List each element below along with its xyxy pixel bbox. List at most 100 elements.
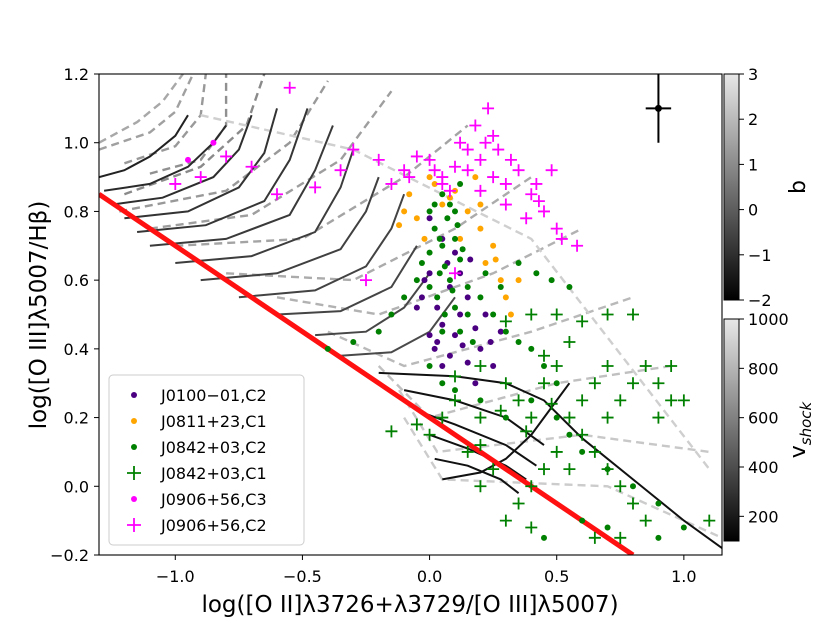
data-point [502, 328, 509, 335]
data-point [436, 270, 443, 277]
y-axis-label: log([O III]λ5007/Hβ) [26, 201, 52, 430]
colorbar-tick-label: −2 [748, 291, 772, 310]
data-point [550, 445, 563, 458]
data-point [401, 294, 408, 301]
data-point [566, 431, 573, 438]
model-solid-curve [137, 108, 309, 233]
model-solid-curve [200, 176, 380, 282]
data-point [439, 363, 446, 370]
data-point [434, 338, 441, 345]
data-point [550, 360, 563, 373]
data-point [423, 428, 436, 441]
data-point [474, 411, 487, 424]
data-point [474, 360, 487, 373]
data-point [492, 256, 499, 263]
data-point [413, 215, 420, 222]
data-point [563, 463, 576, 476]
legend-label: J0842+03,C2 [160, 438, 267, 457]
colorbar-0: −2 −1 0 1 2 3 b [723, 65, 811, 310]
data-point [680, 524, 687, 531]
y-axis-ticks: −0.2 0.0 0.2 0.4 0.6 0.8 1.0 1.2 [50, 65, 99, 565]
legend-marker [131, 496, 137, 502]
colorbar-tick-label: 2 [748, 110, 758, 129]
model-solid-curve [315, 272, 431, 337]
data-point [194, 171, 207, 184]
data-point [452, 249, 458, 256]
data-point [601, 411, 614, 424]
data-point [604, 524, 611, 531]
data-point [487, 129, 500, 142]
data-point [474, 153, 487, 166]
legend-marker [131, 418, 137, 424]
data-point [461, 164, 474, 177]
data-point [652, 411, 665, 424]
data-point [446, 194, 453, 201]
model-solid-curve [378, 371, 722, 549]
data-point [548, 277, 555, 284]
data-point [545, 164, 558, 177]
y-tick-label: 0.2 [64, 409, 89, 428]
data-point [525, 480, 538, 493]
data-point [502, 414, 509, 421]
data-point [538, 205, 550, 218]
data-point [499, 315, 512, 328]
data-point [576, 428, 589, 441]
model-grid [99, 74, 722, 549]
data-point [436, 177, 449, 190]
data-point [499, 377, 512, 390]
legend-label: J0906+56,C2 [160, 516, 267, 535]
model-dashed-curve [124, 74, 207, 165]
data-point [528, 397, 535, 404]
data-point [439, 242, 446, 249]
model-dashed-curve [226, 176, 532, 282]
model-solid-curve [149, 125, 334, 247]
x-tick-label: 1.0 [671, 567, 696, 586]
data-point [459, 246, 466, 253]
data-point [538, 349, 550, 362]
data-point [452, 235, 458, 242]
data-point [449, 287, 456, 294]
data-point [545, 397, 558, 410]
data-point [388, 311, 395, 318]
model-dashed-curve [149, 74, 228, 175]
data-point [601, 463, 614, 476]
data-point [576, 315, 589, 328]
data-point [533, 270, 540, 277]
model-solid-curve [276, 245, 418, 316]
data-point [563, 411, 576, 424]
data-point [441, 263, 448, 270]
data-point [469, 119, 482, 132]
colorbar-label: b [786, 180, 811, 194]
y-tick-label: 1.2 [64, 65, 89, 84]
legend-box [108, 374, 305, 546]
model-solid-curve [175, 149, 355, 264]
data-point [652, 377, 665, 390]
data-point [512, 394, 525, 407]
plot-frame [98, 73, 723, 556]
data-point [525, 521, 538, 534]
series-2 [324, 180, 687, 541]
legend-entry: J0842+03,C2 [131, 438, 267, 457]
model-solid-curve [99, 114, 189, 179]
data-point [497, 328, 504, 335]
legend-entry: J0842+03,C1 [127, 464, 267, 483]
error-bar-point [654, 104, 662, 112]
reference-line [99, 192, 635, 555]
data-point [639, 514, 652, 527]
colorbar-strip [723, 73, 740, 301]
model-dashed-curve [175, 124, 469, 247]
data-point [464, 294, 471, 301]
data-point [426, 215, 433, 222]
data-point [492, 143, 505, 156]
data-point [403, 171, 416, 184]
data-point [677, 394, 690, 407]
y-tick-label: 0.0 [64, 477, 89, 496]
data-point [579, 448, 586, 455]
data-point [459, 342, 466, 349]
data-point [512, 497, 525, 510]
y-tick-label: 0.8 [64, 202, 89, 221]
data-point [426, 208, 433, 215]
data-point [525, 188, 538, 201]
data-point [655, 500, 662, 507]
data-point [627, 377, 639, 390]
